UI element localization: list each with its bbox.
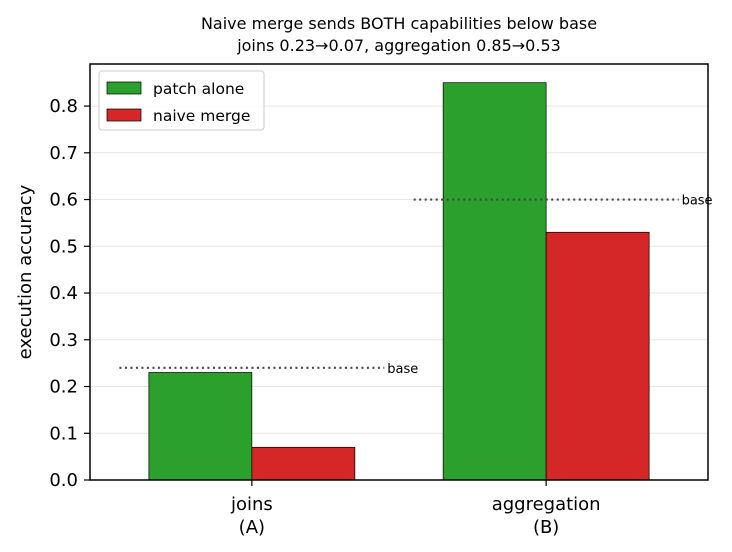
plot-frame	[89, 63, 709, 481]
x-tick-label: (B)	[533, 517, 559, 538]
y-tick-label: 0.6	[49, 190, 78, 211]
legend-swatch	[106, 81, 142, 95]
x-tick-label: aggregation	[492, 494, 601, 515]
baselines: base base	[119, 194, 713, 377]
x-axis: joins(A) aggregation(B)	[230, 480, 601, 538]
y-tick-label: 0.1	[49, 423, 78, 444]
y-tick-label: 0.5	[49, 236, 78, 257]
y-tick-label: 0.4	[49, 283, 78, 304]
x-tick-label: (A)	[239, 517, 265, 538]
bar-naive-merge-1	[545, 231, 650, 481]
legend-label: patch alone	[153, 80, 244, 98]
bar-patch-alone-1	[442, 82, 547, 481]
y-tick-label: 0.3	[49, 330, 78, 351]
bar-patch-alone-0	[148, 372, 253, 481]
legend: patch alone naive merge	[98, 70, 265, 131]
baseline-label: base	[682, 194, 713, 209]
legend-label: naive merge	[153, 107, 250, 125]
y-tick-label: 0.0	[49, 470, 78, 491]
x-tick-label: joins	[230, 494, 273, 515]
legend-swatch	[106, 108, 142, 122]
y-axis-label: execution accuracy	[15, 184, 36, 359]
y-tick-label: 0.2	[49, 377, 78, 398]
y-tick-label: 0.8	[49, 96, 78, 117]
y-tick-label: 0.7	[49, 143, 78, 164]
bar-naive-merge-0	[251, 446, 356, 481]
baseline-label: base	[387, 362, 418, 377]
y-axis: 0.0 0.1 0.2 0.3 0.4 0.5 0.6 0.7 0.8	[49, 96, 90, 491]
bars	[148, 82, 650, 481]
chart-title: Naive merge sends BOTH capabilities belo…	[201, 14, 597, 33]
chart-subtitle: joins 0.23→0.07, aggregation 0.85→0.53	[236, 36, 561, 55]
